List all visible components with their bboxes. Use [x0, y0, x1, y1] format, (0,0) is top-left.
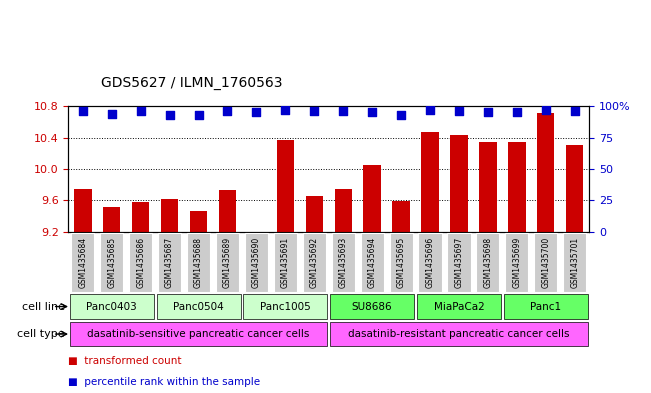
Text: Panc0504: Panc0504 [173, 301, 224, 312]
FancyBboxPatch shape [330, 294, 414, 319]
Text: dasatinib-sensitive pancreatic cancer cells: dasatinib-sensitive pancreatic cancer ce… [87, 329, 310, 339]
Point [165, 112, 175, 118]
Text: ■  percentile rank within the sample: ■ percentile rank within the sample [68, 377, 260, 387]
Point [222, 108, 232, 114]
FancyBboxPatch shape [534, 233, 557, 292]
Text: SU8686: SU8686 [352, 301, 393, 312]
Point [107, 110, 117, 117]
Bar [277, 140, 294, 232]
Text: Panc1005: Panc1005 [260, 301, 311, 312]
Text: GSM1435689: GSM1435689 [223, 237, 232, 288]
FancyBboxPatch shape [330, 321, 588, 347]
Point [77, 108, 88, 114]
Point [309, 108, 320, 114]
Text: ■  transformed count: ■ transformed count [68, 356, 182, 365]
Text: GSM1435688: GSM1435688 [194, 237, 203, 288]
FancyBboxPatch shape [447, 233, 471, 292]
FancyBboxPatch shape [417, 294, 501, 319]
FancyBboxPatch shape [361, 233, 383, 292]
FancyBboxPatch shape [187, 233, 210, 292]
FancyBboxPatch shape [419, 233, 441, 292]
Bar [566, 145, 583, 232]
Text: GSM1435699: GSM1435699 [512, 237, 521, 288]
FancyBboxPatch shape [100, 233, 123, 292]
Point [280, 107, 290, 113]
FancyBboxPatch shape [157, 294, 240, 319]
Text: cell line: cell line [22, 301, 65, 312]
Point [454, 108, 464, 114]
Text: dasatinib-resistant pancreatic cancer cells: dasatinib-resistant pancreatic cancer ce… [348, 329, 570, 339]
Text: MiaPaCa2: MiaPaCa2 [434, 301, 484, 312]
Bar [219, 190, 236, 232]
Bar [479, 142, 497, 232]
Point [251, 109, 262, 116]
FancyBboxPatch shape [243, 294, 327, 319]
Point [193, 112, 204, 118]
Bar [132, 202, 149, 232]
Text: GSM1435692: GSM1435692 [310, 237, 319, 288]
Text: GSM1435695: GSM1435695 [396, 237, 406, 288]
FancyBboxPatch shape [389, 233, 413, 292]
Text: GSM1435697: GSM1435697 [454, 237, 464, 288]
Bar [190, 211, 207, 232]
Text: GSM1435691: GSM1435691 [281, 237, 290, 288]
Text: GSM1435687: GSM1435687 [165, 237, 174, 288]
FancyBboxPatch shape [303, 233, 326, 292]
Point [425, 107, 436, 113]
FancyBboxPatch shape [477, 233, 499, 292]
FancyBboxPatch shape [70, 294, 154, 319]
Point [135, 108, 146, 114]
FancyBboxPatch shape [505, 233, 529, 292]
Text: GSM1435700: GSM1435700 [541, 237, 550, 288]
Bar [421, 132, 439, 232]
Text: GSM1435698: GSM1435698 [484, 237, 492, 288]
FancyBboxPatch shape [71, 233, 94, 292]
Bar [450, 135, 467, 232]
FancyBboxPatch shape [563, 233, 587, 292]
Text: GSM1435694: GSM1435694 [368, 237, 377, 288]
Point [396, 112, 406, 118]
Bar [508, 142, 525, 232]
Bar [393, 201, 409, 232]
Text: GSM1435701: GSM1435701 [570, 237, 579, 288]
Text: GDS5627 / ILMN_1760563: GDS5627 / ILMN_1760563 [101, 76, 283, 90]
Bar [363, 165, 381, 232]
Text: GSM1435684: GSM1435684 [78, 237, 87, 288]
Point [570, 108, 580, 114]
Text: GSM1435690: GSM1435690 [252, 237, 261, 288]
FancyBboxPatch shape [129, 233, 152, 292]
Text: GSM1435685: GSM1435685 [107, 237, 117, 288]
Bar [103, 207, 120, 232]
Text: cell type: cell type [18, 329, 65, 339]
Text: Panc0403: Panc0403 [87, 301, 137, 312]
Bar [537, 113, 555, 232]
Bar [305, 196, 323, 232]
Bar [74, 189, 92, 232]
Text: GSM1435686: GSM1435686 [136, 237, 145, 288]
Text: GSM1435693: GSM1435693 [339, 237, 348, 288]
Point [512, 109, 522, 116]
FancyBboxPatch shape [216, 233, 239, 292]
FancyBboxPatch shape [331, 233, 355, 292]
Point [367, 109, 378, 116]
Point [482, 109, 493, 116]
FancyBboxPatch shape [504, 294, 588, 319]
Point [540, 107, 551, 113]
FancyBboxPatch shape [158, 233, 181, 292]
FancyBboxPatch shape [70, 321, 327, 347]
Bar [335, 189, 352, 232]
Text: Panc1: Panc1 [530, 301, 561, 312]
Point [338, 108, 348, 114]
FancyBboxPatch shape [245, 233, 268, 292]
FancyBboxPatch shape [274, 233, 297, 292]
Text: GSM1435696: GSM1435696 [426, 237, 434, 288]
Bar [161, 199, 178, 232]
